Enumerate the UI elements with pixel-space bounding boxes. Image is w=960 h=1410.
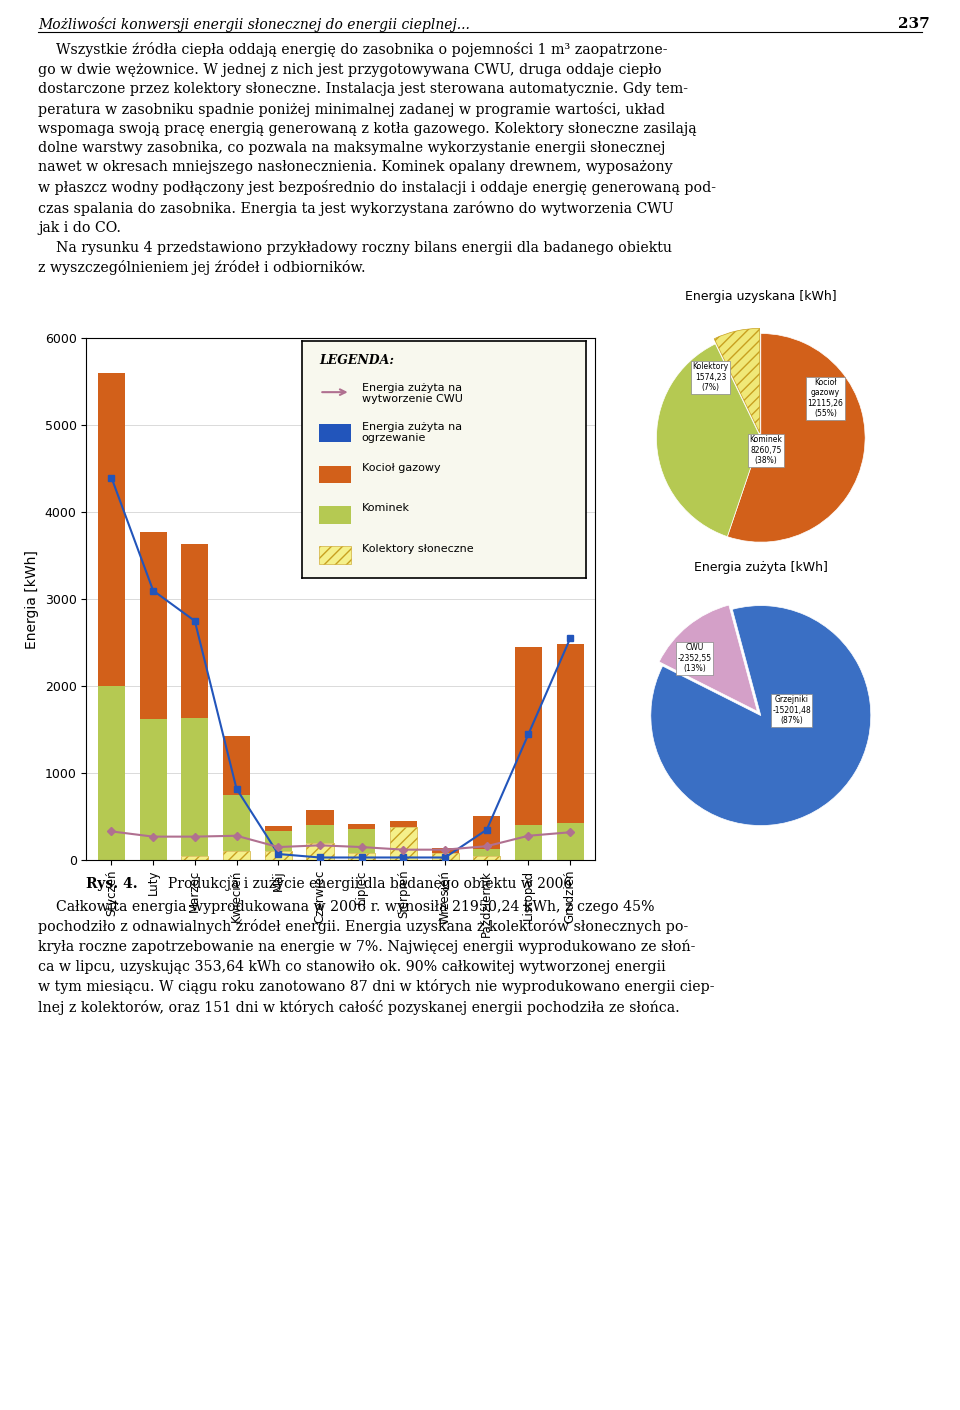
Bar (265, 832, 292, 852)
Bar (473, 816, 500, 849)
Bar (473, 856, 500, 860)
Bar (348, 853, 375, 860)
Text: 237: 237 (898, 17, 929, 31)
Y-axis label: Energia [kWh]: Energia [kWh] (25, 550, 39, 649)
Bar (223, 736, 251, 795)
Bar (557, 822, 584, 860)
Bar (515, 647, 542, 825)
FancyBboxPatch shape (320, 465, 350, 484)
Bar (390, 821, 417, 828)
Text: Grzejniki
-15201,48
(87%): Grzejniki -15201,48 (87%) (772, 695, 811, 725)
Text: Kominek: Kominek (362, 503, 410, 513)
Text: Wszystkie źródła ciepła oddają energię do zasobnika o pojemności 1 m³ zaopatrzon: Wszystkie źródła ciepła oddają energię d… (38, 42, 716, 275)
Bar (223, 795, 251, 852)
FancyBboxPatch shape (320, 546, 350, 564)
Wedge shape (714, 329, 759, 433)
Title: Energia uzyskana [kWh]: Energia uzyskana [kWh] (685, 290, 836, 303)
Bar (431, 853, 459, 860)
Text: Możliwości konwersji energii słonecznej do energii cieplnej...: Możliwości konwersji energii słonecznej … (38, 17, 470, 32)
Wedge shape (657, 344, 760, 537)
Bar (181, 856, 208, 860)
Text: Kocioł
gazowy
12115,26
(55%): Kocioł gazowy 12115,26 (55%) (807, 378, 844, 419)
Bar (139, 533, 167, 719)
Text: Kolektory
1574,23
(7%): Kolektory 1574,23 (7%) (693, 362, 729, 392)
Bar (390, 828, 417, 860)
Bar (306, 809, 333, 825)
Text: Produkcja i zużycie energii dla badanego obiektu w 2006: Produkcja i zużycie energii dla badanego… (168, 877, 572, 891)
Wedge shape (651, 606, 871, 825)
Text: Energia zużyta na
ogrzewanie: Energia zużyta na ogrzewanie (362, 422, 462, 443)
Wedge shape (660, 605, 757, 711)
Bar (265, 826, 292, 832)
Text: Kolektory słoneczne: Kolektory słoneczne (362, 544, 473, 554)
Bar (306, 843, 333, 860)
Bar (348, 829, 375, 853)
Bar (473, 849, 500, 856)
Bar (348, 825, 375, 829)
Text: Kocioł gazowy: Kocioł gazowy (362, 464, 441, 474)
Bar (181, 718, 208, 856)
Bar (98, 687, 125, 860)
Text: CWU
-2352,55
(13%): CWU -2352,55 (13%) (678, 643, 712, 674)
FancyBboxPatch shape (320, 506, 350, 523)
Text: Kominek
8260,75
(38%): Kominek 8260,75 (38%) (750, 436, 782, 465)
Bar (306, 825, 333, 843)
Title: Energia zużyta [kWh]: Energia zużyta [kWh] (694, 561, 828, 574)
Text: Energia zużyta na
wytworzenie CWU: Energia zużyta na wytworzenie CWU (362, 382, 463, 405)
Bar (557, 644, 584, 822)
Bar (431, 847, 459, 853)
Bar (515, 825, 542, 860)
Bar (98, 374, 125, 687)
FancyBboxPatch shape (320, 424, 350, 441)
Bar (265, 852, 292, 860)
Wedge shape (728, 333, 865, 541)
Text: LEGENDA:: LEGENDA: (320, 354, 395, 367)
Bar (223, 852, 251, 860)
Bar (181, 544, 208, 718)
Text: Całkowita energia wyprodukowana w 2006 r. wynosiła 21950,24 kWh, z czego 45%
poc: Całkowita energia wyprodukowana w 2006 r… (38, 900, 715, 1015)
Bar (139, 719, 167, 860)
Text: Rys. 4.: Rys. 4. (86, 877, 138, 891)
